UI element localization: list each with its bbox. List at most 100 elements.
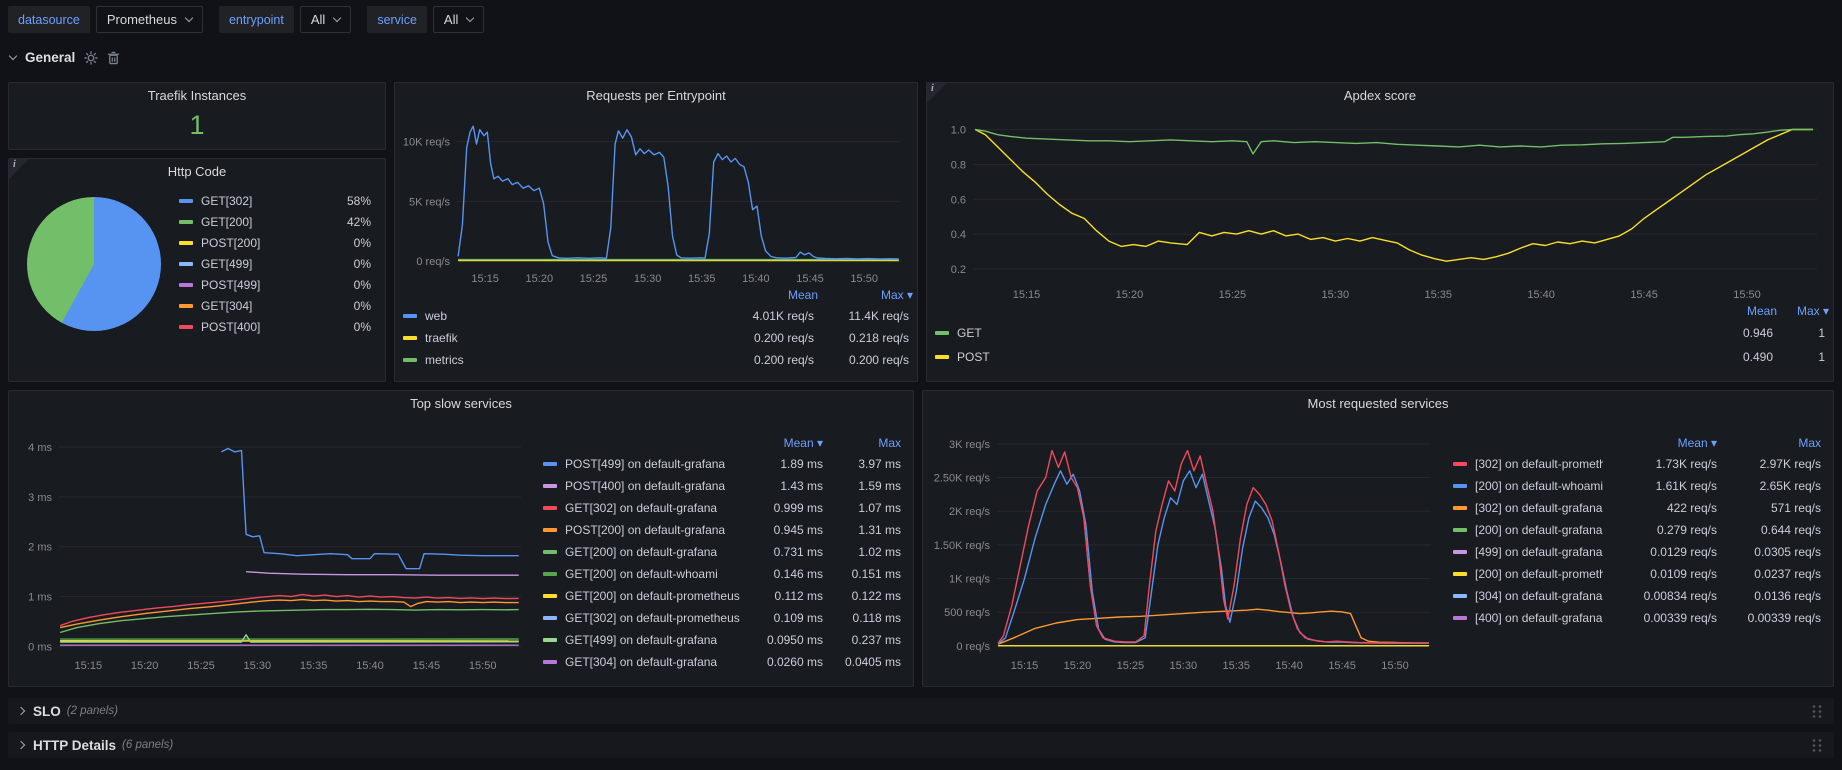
panel-title[interactable]: Top slow services <box>410 396 512 411</box>
legend-label[interactable]: GET[302] <box>201 193 253 208</box>
legend-item[interactable]: GET[304] 0% <box>179 296 371 315</box>
legend-series[interactable]: GET[302] on default-grafana <box>543 501 743 515</box>
legend-series[interactable]: POST <box>935 350 1681 364</box>
legend-series[interactable]: POST[400] on default-grafana <box>543 479 743 493</box>
panel-title[interactable]: Apdex score <box>1343 88 1417 103</box>
legend-item[interactable]: POST[400] 0% <box>179 317 371 336</box>
gear-icon[interactable] <box>84 50 98 65</box>
legend-series[interactable]: GET[200] on default-whoami <box>543 567 743 581</box>
legend-label[interactable]: [304] on default-grafana <box>1475 589 1603 603</box>
legend-label[interactable]: [200] on default-whoami <box>1475 479 1603 493</box>
legend-label[interactable]: POST[499] <box>201 277 261 292</box>
legend-series[interactable]: [302] on default-grafana <box>1453 501 1603 515</box>
legend-label[interactable]: GET[304] <box>201 298 253 313</box>
legend-item: POST[400] on default-grafana 1.43 ms 1.5… <box>539 475 905 497</box>
legend-header-max[interactable]: Max <box>1798 436 1821 450</box>
variable-label[interactable]: service <box>367 6 427 33</box>
legend-label[interactable]: metrics <box>425 353 464 367</box>
legend-header-mean[interactable]: Mean ▾ <box>783 436 823 450</box>
legend-label[interactable]: [200] on default-grafana <box>1475 523 1603 537</box>
legend-label[interactable]: GET[200] on default-grafana <box>565 545 718 559</box>
legend-header-mean[interactable]: Mean ▾ <box>1677 436 1717 450</box>
info-icon[interactable]: i <box>927 83 947 103</box>
variable-value-dropdown[interactable]: Prometheus <box>95 6 203 33</box>
legend-series[interactable]: metrics <box>403 353 704 367</box>
row-title[interactable]: General <box>25 50 76 65</box>
variable-value-dropdown[interactable]: All <box>432 6 485 33</box>
variable-label[interactable]: datasource <box>8 6 90 33</box>
legend-item[interactable]: POST[200] 0% <box>179 233 371 252</box>
legend-series[interactable]: GET[200] on default-prometheus <box>543 589 743 603</box>
http-code-pie[interactable] <box>27 196 161 331</box>
legend-series[interactable]: [302] on default-prometheus <box>1453 457 1603 471</box>
legend-label[interactable]: GET[200] on default-prometheus <box>565 589 740 603</box>
legend-label[interactable]: POST[200] on default-grafana <box>565 523 726 537</box>
legend-label[interactable]: POST[400] on default-grafana <box>565 479 726 493</box>
legend-label[interactable]: GET[200] <box>201 214 253 229</box>
legend-series[interactable]: web <box>403 309 704 323</box>
legend-label[interactable]: GET <box>957 326 982 340</box>
legend-label[interactable]: [200] on default-prometheus <box>1475 567 1603 581</box>
legend-series[interactable]: [200] on default-whoami <box>1453 479 1603 493</box>
legend-max-value: 2.97K req/s <box>1759 457 1821 471</box>
legend-label[interactable]: POST[400] <box>201 319 261 334</box>
legend-label[interactable]: POST <box>957 350 990 364</box>
svg-text:2 ms: 2 ms <box>28 542 52 554</box>
legend-label[interactable]: [302] on default-grafana <box>1475 501 1603 515</box>
legend-item[interactable]: GET[499] 0% <box>179 254 371 273</box>
legend-label[interactable]: GET[200] on default-whoami <box>565 567 718 581</box>
legend-series[interactable]: [400] on default-grafana <box>1453 611 1603 625</box>
legend-label[interactable]: GET[302] on default-grafana <box>565 501 718 515</box>
top-slow-chart[interactable]: 0 ms 1 ms 2 ms 3 ms 4 ms 15:15 15:20 15:25 15:30… <box>17 419 529 672</box>
apdex-chart[interactable]: 0.2 0.4 0.6 0.8 1.0 15:15 15:20 15:25 15:30 15:35… <box>935 111 1825 301</box>
legend-series[interactable]: POST[499] on default-grafana <box>543 457 743 471</box>
variable-value-dropdown[interactable]: All <box>299 6 352 33</box>
legend-item[interactable]: POST[499] 0% <box>179 275 371 294</box>
legend-header-max[interactable]: Max <box>878 436 901 450</box>
legend-series[interactable]: GET <box>935 326 1681 340</box>
panel-title[interactable]: Traefik Instances <box>147 88 247 103</box>
legend-series[interactable]: [304] on default-grafana <box>1453 589 1603 603</box>
legend-label[interactable]: POST[200] <box>201 235 261 250</box>
legend-series[interactable]: POST[200] on default-grafana <box>543 523 743 537</box>
legend-series[interactable]: traefik <box>403 331 704 345</box>
legend-header-max[interactable]: Max ▾ <box>1796 304 1829 318</box>
panel-title[interactable]: Requests per Entrypoint <box>586 88 726 103</box>
legend-item[interactable]: GET[200] 42% <box>179 212 371 231</box>
legend-series[interactable]: [200] on default-grafana <box>1453 523 1603 537</box>
row-slo[interactable]: SLO (2 panels) <box>8 698 1834 724</box>
legend-label[interactable]: GET[499] on default-grafana <box>565 633 718 647</box>
row-general[interactable]: General <box>8 50 120 65</box>
legend-label[interactable]: [499] on default-grafana <box>1475 545 1603 559</box>
trash-icon[interactable] <box>107 51 120 65</box>
legend-label[interactable]: GET[302] on default-prometheus <box>565 611 740 625</box>
legend-label[interactable]: GET[499] <box>201 256 253 271</box>
legend-item[interactable]: GET[302] 58% <box>179 191 371 210</box>
legend-series[interactable]: [200] on default-prometheus <box>1453 567 1603 581</box>
legend-series[interactable]: GET[304] on default-grafana <box>543 655 743 669</box>
legend-label[interactable]: GET[304] on default-grafana <box>565 655 718 669</box>
legend-label[interactable]: [302] on default-prometheus <box>1475 457 1603 471</box>
row-drag-handle[interactable] <box>1811 703 1824 719</box>
row-drag-handle[interactable] <box>1811 737 1824 753</box>
legend-label[interactable]: [400] on default-grafana <box>1475 611 1603 625</box>
row-http-details[interactable]: HTTP Details (6 panels) <box>8 732 1834 758</box>
requests-chart[interactable]: 0 req/s 5K req/s 10K req/s 15:15 15:20 15:25 1… <box>403 111 909 285</box>
legend-series[interactable]: GET[499] on default-grafana <box>543 633 743 647</box>
legend-series[interactable]: GET[200] on default-grafana <box>543 545 743 559</box>
row-title[interactable]: SLO <box>33 703 61 719</box>
legend-label[interactable]: web <box>425 309 448 323</box>
legend-label[interactable]: POST[499] on default-grafana <box>565 457 726 471</box>
row-title[interactable]: HTTP Details <box>33 737 117 753</box>
legend-header-mean[interactable]: Mean <box>1746 304 1777 318</box>
panel-title[interactable]: Most requested services <box>1307 396 1449 411</box>
info-icon[interactable]: i <box>9 159 29 179</box>
legend-header-max[interactable]: Max ▾ <box>880 288 913 302</box>
variable-label[interactable]: entrypoint <box>218 6 294 33</box>
legend-series[interactable]: GET[302] on default-prometheus <box>543 611 743 625</box>
panel-title[interactable]: Http Code <box>167 164 227 179</box>
legend-series[interactable]: [499] on default-grafana <box>1453 545 1603 559</box>
legend-label[interactable]: traefik <box>425 331 458 345</box>
legend-header-mean[interactable]: Mean <box>787 288 818 302</box>
most-requested-chart[interactable]: 0 req/s 500 req/s 1K req/s 1.50K req/s 2K re… <box>931 419 1439 672</box>
